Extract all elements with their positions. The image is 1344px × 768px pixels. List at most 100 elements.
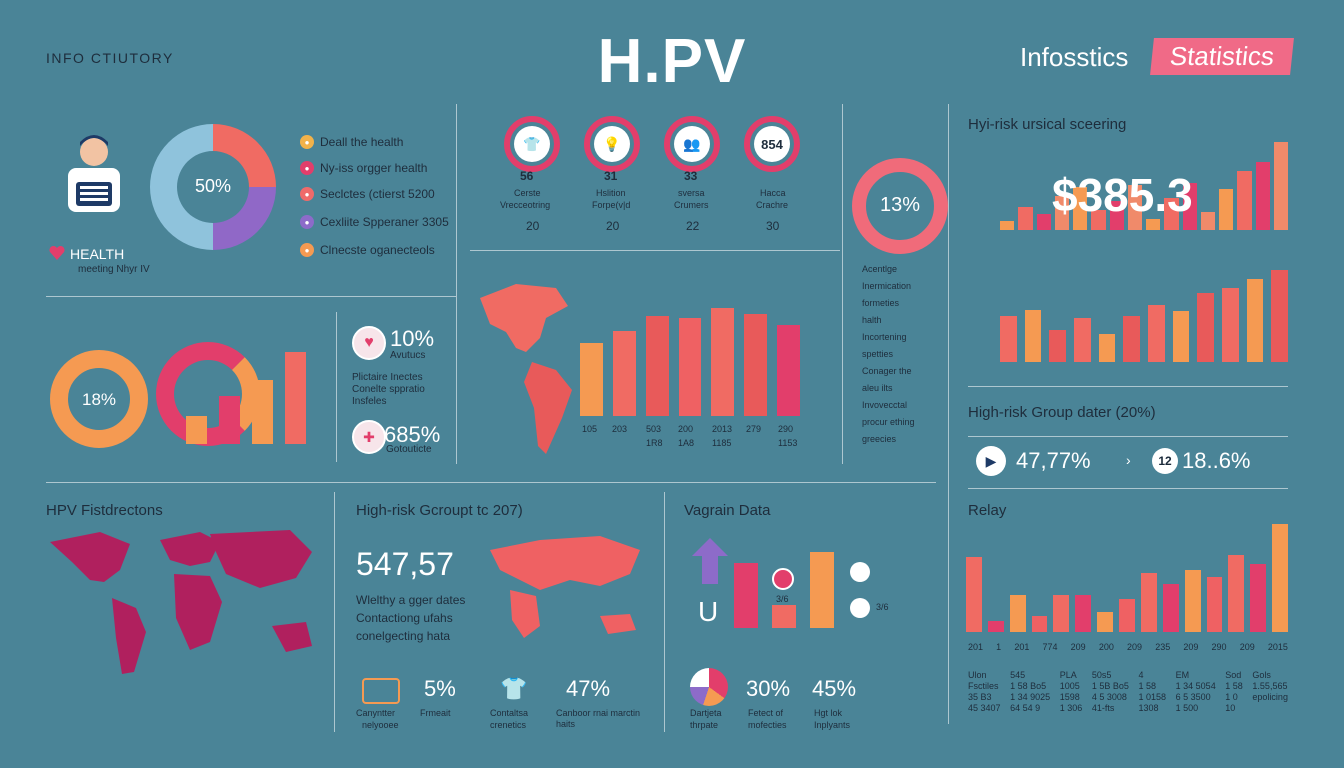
divider [46, 296, 456, 297]
table-column: EM 1 34 5054 6 5 3500 1 500 [1176, 670, 1216, 714]
icon-top-value: 33 [684, 169, 698, 183]
chart-bar [1250, 564, 1267, 632]
icon-value: 30 [766, 219, 780, 233]
chart-bar [1031, 615, 1048, 632]
chevron-right-icon: › [1126, 452, 1131, 468]
vagrain-small-label: 3/6 [876, 602, 889, 612]
icon-label: Hslition [596, 188, 626, 198]
legend-item: ● Ny-iss orgger health [300, 160, 449, 176]
x-tick-label: 209 [1183, 642, 1199, 652]
table-cell: 64 54 9 [1010, 703, 1041, 713]
chart-bar [1272, 524, 1288, 632]
chart-bar [1146, 218, 1161, 230]
x-tick-label: 2015 [1267, 642, 1288, 652]
second-right-bar-chart [1000, 270, 1288, 362]
divider [334, 492, 335, 732]
vagrain-stat-label: Fetect of [748, 708, 784, 718]
chart-bar [1036, 214, 1051, 230]
bottom-center-line: Contactiong ufahs [356, 611, 453, 625]
chart-bar [1182, 182, 1197, 230]
ring-list-item: Acentlge [862, 264, 898, 274]
ring-list-item: formeties [862, 298, 900, 308]
table-cell: 1 5B Bo5 [1091, 681, 1129, 691]
americas-map [476, 278, 586, 458]
bottom-center-line: conelgecting hata [356, 629, 451, 643]
chart-bar [1271, 270, 1288, 362]
top-right-chart-title: Hyi-risk ursical sceering [968, 116, 1127, 133]
pin-icon [772, 568, 794, 590]
table-cell: 1 500 [1175, 703, 1199, 713]
table-cell: 1 34 5054 [1175, 681, 1216, 691]
statistics-badge: Statistics [1150, 38, 1294, 75]
x-tick-label: 209 [1127, 642, 1143, 652]
icon-value: 20 [606, 219, 620, 233]
table-column: Gols 1.55,565 epolicing [1252, 670, 1288, 714]
legend-label: Clnecste oganecteols [320, 243, 435, 257]
x-tick-label: 279 [746, 424, 762, 434]
table-cell: 1 0 [1225, 692, 1238, 702]
chart-bar [744, 314, 768, 416]
legend-item: ● Seclctes (ctierst 5200 [300, 186, 449, 202]
table-column: 545 1 58 Bo5 1 34 9025 64 54 9 [1010, 670, 1050, 714]
stat-label: Canyntter [356, 708, 396, 718]
icon-row: 👕 💡 👥 854 56 31 33 Cerste Vrecceotring H… [490, 116, 820, 236]
chart-bar [1098, 334, 1116, 362]
divider [968, 488, 1288, 489]
vagrain-stat-label: Hgt lok [814, 708, 843, 718]
ring-list-item: aleu ilts [862, 383, 893, 393]
vagrain-pie-label: thrpate [690, 720, 719, 730]
chart-bar [711, 308, 735, 416]
health-legend: ● Deall the health ● Ny-iss orgger health … [300, 134, 449, 268]
ring-list: Acentlge Inermication formeties halth In… [862, 264, 942, 445]
stat-label: Contaltsa [490, 708, 529, 718]
number-badge-icon: 12 [1152, 448, 1178, 474]
stat2-label: Gotouticte [386, 444, 432, 455]
table-cell: 1308 [1138, 703, 1159, 713]
table-cell: 1005 [1059, 681, 1080, 691]
bottom-left-title: HPV Fistdrectons [46, 502, 163, 519]
top-right-chart-value: $385.3 [1052, 169, 1193, 221]
chart-bar [1200, 211, 1215, 230]
stat-value: 47% [566, 676, 611, 701]
table-cell: 50s5 [1091, 670, 1112, 680]
health-sublabel: meeting Nhyr IV [78, 264, 150, 275]
chart-bar [1119, 599, 1135, 632]
play-icon: ▶ [976, 446, 1006, 476]
vagrain-stat-value: 45% [812, 676, 857, 701]
stat-label: crenetics [490, 720, 527, 730]
bottom-center-line: Wlelthy a gger dates [356, 593, 466, 607]
face-icon [850, 562, 870, 582]
center-bar-chart [580, 308, 800, 416]
chart-bar [1123, 316, 1140, 362]
chart-bar [612, 330, 636, 416]
icon-label: Crumers [674, 200, 709, 210]
chart-bar [1162, 584, 1179, 632]
ring-list-item: procur ething [862, 417, 915, 427]
x-tick-label: 209 [1070, 642, 1086, 652]
stat-line: Insfeles [352, 396, 387, 407]
table-cell: 45 3407 [968, 703, 1001, 713]
chart-bar [1164, 198, 1179, 230]
shirt-icon: 👕 [500, 676, 528, 701]
x-tick-label: 200 [678, 424, 694, 434]
vagrain-pie-chart [690, 668, 728, 706]
table-cell: 1 306 [1059, 703, 1083, 713]
divider [470, 250, 840, 251]
divider [456, 104, 457, 464]
x-tick-label: 503 [646, 424, 662, 434]
chart-bar [1018, 207, 1033, 230]
x-tick-label: 2013 [712, 424, 733, 434]
ring-list-item: spetties [862, 349, 894, 359]
legend-dot: ● [300, 215, 314, 229]
icon-label: Cerste [514, 188, 541, 198]
right-mid-left-value: 47,77% [1016, 448, 1091, 473]
face-icon [850, 598, 870, 618]
x-sub-label: 1185 [712, 438, 732, 448]
table-cell: 10 [1225, 703, 1236, 713]
icon-label: Forpe(v|d [592, 200, 631, 210]
icon-label: Crachre [756, 200, 789, 210]
pie-slice [213, 124, 276, 187]
x-tick-label: 1 [996, 642, 1002, 652]
lightbulb-icon: 💡 [584, 116, 640, 172]
top-right-bar-chart [1000, 142, 1288, 230]
